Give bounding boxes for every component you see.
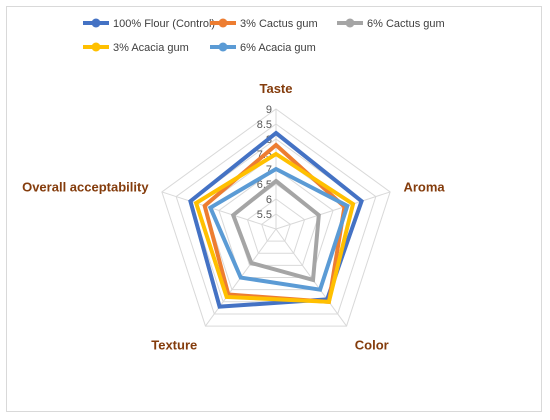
legend: 100% Flour (Control) 3% Cactus gum 6% Cact… <box>83 18 445 54</box>
tick-label: 7 <box>266 164 272 176</box>
grid-ring-2 <box>246 198 306 254</box>
tick-label: 9 <box>266 104 272 116</box>
axis-label-overall-acceptability: Overall acceptability <box>22 180 149 195</box>
spoke-2 <box>275 191 391 230</box>
legend-marker <box>218 42 228 52</box>
tick-label: 6 <box>266 194 272 206</box>
legend-marker <box>91 18 101 28</box>
legend-label: 100% Flour (Control) <box>113 18 215 30</box>
axis-label-aroma: Aroma <box>403 180 445 195</box>
grid-ring-4 <box>218 168 334 279</box>
tick-label: 8.5 <box>257 119 272 131</box>
tick-label: 5.5 <box>257 209 272 221</box>
legend-marker <box>345 18 355 28</box>
spoke-5 <box>161 191 277 230</box>
axis-label-texture: Texture <box>151 337 197 352</box>
legend-marker <box>218 18 228 28</box>
series-line-5 <box>207 166 350 292</box>
series-line-3 <box>230 178 321 283</box>
radar-chart: 100% Flour (Control) 3% Cactus gum 6% Cact… <box>22 18 445 352</box>
legend-label: 3% Acacia gum <box>113 42 189 54</box>
legend-marker <box>91 42 101 52</box>
axis-label-taste: Taste <box>260 81 293 96</box>
axis-label-color: Color <box>355 337 389 352</box>
grid-ring-7 <box>175 123 377 315</box>
legend-label: 6% Cactus gum <box>367 18 445 30</box>
axis-labels: Taste Aroma Color Texture Overall acceptabil… <box>22 81 445 352</box>
legend-label: 3% Cactus gum <box>240 18 318 30</box>
chart-area: 100% Flour (Control) 3% Cactus gum 6% Cact… <box>6 6 542 412</box>
series-line-1 <box>188 130 364 309</box>
legend-label: 6% Acacia gum <box>240 42 316 54</box>
grid-ring-8 <box>161 108 391 327</box>
series-lines <box>188 130 364 309</box>
series-line-4 <box>193 151 356 304</box>
grid-ring-1 <box>261 213 291 242</box>
